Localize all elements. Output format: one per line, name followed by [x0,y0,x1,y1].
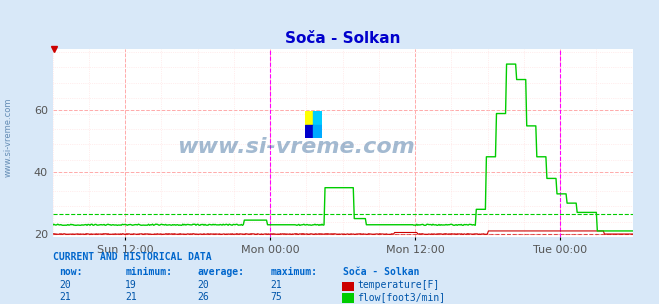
Text: www.si-vreme.com: www.si-vreme.com [177,137,415,157]
Bar [314,125,322,138]
Text: maximum:: maximum: [270,267,317,277]
Text: 20: 20 [198,280,210,290]
Text: temperature[F]: temperature[F] [357,280,440,290]
Text: 20: 20 [59,280,71,290]
Text: CURRENT AND HISTORICAL DATA: CURRENT AND HISTORICAL DATA [53,252,212,262]
Text: now:: now: [59,267,83,277]
Text: Soča - Solkan: Soča - Solkan [343,267,419,277]
Bar [305,111,314,125]
Text: 75: 75 [270,292,282,302]
Text: 21: 21 [270,280,282,290]
Text: 26: 26 [198,292,210,302]
Text: 19: 19 [125,280,137,290]
Bar [314,111,322,125]
Text: minimum:: minimum: [125,267,172,277]
Text: average:: average: [198,267,244,277]
Text: 21: 21 [125,292,137,302]
Text: www.si-vreme.com: www.si-vreme.com [3,97,13,177]
Text: 21: 21 [59,292,71,302]
Bar [305,125,314,138]
Title: Soča - Solkan: Soča - Solkan [285,31,401,46]
Text: flow[foot3/min]: flow[foot3/min] [357,292,445,302]
